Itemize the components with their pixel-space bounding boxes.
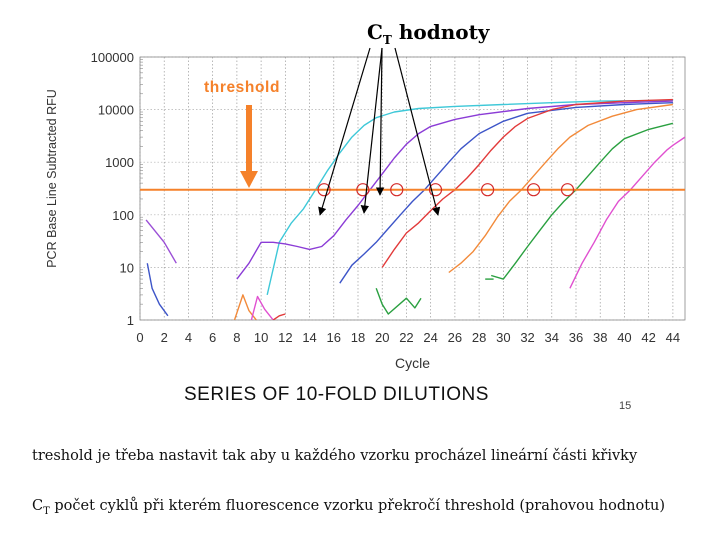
ct-marker-1 [317, 183, 331, 197]
series-line-red-noise [272, 313, 286, 320]
x-tick-label: 10 [254, 330, 268, 345]
ct-pointer-arrow [318, 47, 371, 216]
x-tick-label: 28 [472, 330, 486, 345]
note-threshold: treshold je třeba nastavit tak aby u kaž… [32, 448, 638, 464]
x-tick-label: 2 [161, 330, 168, 345]
ct-marker-3 [390, 183, 404, 197]
ct-pointer-arrow [394, 47, 441, 216]
x-tick-label: 8 [233, 330, 240, 345]
x-tick-label: 30 [496, 330, 510, 345]
ct-marker-7 [560, 183, 575, 197]
ct-marker-2 [356, 183, 370, 197]
series-line-magenta-noise [250, 295, 274, 320]
threshold-arrow-shaft [246, 105, 252, 171]
series-line-blue [339, 102, 673, 284]
x-tick-label: 14 [302, 330, 316, 345]
series-title: SERIES OF 10-FOLD DILUTIONS [184, 384, 489, 405]
series-line-violet-early [145, 219, 177, 264]
x-axis-label: Cycle [395, 355, 430, 371]
x-tick-label: 4 [185, 330, 192, 345]
y-tick-label: 10000 [98, 103, 134, 118]
x-tick-label: 20 [375, 330, 389, 345]
x-tick-label: 36 [569, 330, 583, 345]
ct-marker-5 [480, 183, 495, 197]
series-line-red [381, 98, 673, 268]
y-axis-label: PCR Base Line Subtracted RFU [45, 89, 59, 268]
x-tick-label: 24 [423, 330, 437, 345]
x-tick-label: 16 [327, 330, 341, 345]
x-tick-label: 22 [399, 330, 413, 345]
ct-pointer-arrow [360, 47, 383, 214]
series-line-blue-noise [146, 263, 169, 317]
x-tick-label: 42 [641, 330, 655, 345]
series-line-magenta [569, 136, 685, 289]
ct-marker-4 [428, 183, 443, 197]
series-line-orange [448, 103, 673, 274]
x-tick-label: 34 [545, 330, 559, 345]
y-tick-label: 1000 [105, 155, 134, 170]
note-ct: CT počet cyklů při kterém fluorescence v… [32, 498, 666, 517]
x-tick-label: 38 [593, 330, 607, 345]
x-tick-label: 32 [520, 330, 534, 345]
slide-number: 15 [619, 400, 632, 412]
threshold-label: threshold [204, 79, 280, 96]
y-tick-label: 100000 [91, 50, 134, 65]
x-tick-label: 6 [209, 330, 216, 345]
y-tick-label: 100 [112, 208, 134, 223]
ct-hodnoty-label: CT hodnoty [367, 20, 490, 47]
x-tick-label: 26 [448, 330, 462, 345]
y-tick-label: 1 [127, 313, 134, 328]
threshold-arrow-head [240, 171, 258, 188]
series-line-green [491, 122, 674, 280]
series-line-cyan [266, 99, 673, 296]
x-tick-label: 12 [278, 330, 292, 345]
x-tick-label: 40 [617, 330, 631, 345]
series-group [145, 98, 685, 320]
x-tick-label: 18 [351, 330, 365, 345]
x-tick-label: 0 [136, 330, 143, 345]
y-tick-label: 10 [120, 260, 134, 275]
ct-marker-6 [527, 183, 541, 197]
ct-pointer-arrow [375, 47, 385, 196]
x-tick-label: 44 [666, 330, 680, 345]
plot-frame [139, 56, 686, 321]
series-line-green-noise [375, 288, 422, 315]
